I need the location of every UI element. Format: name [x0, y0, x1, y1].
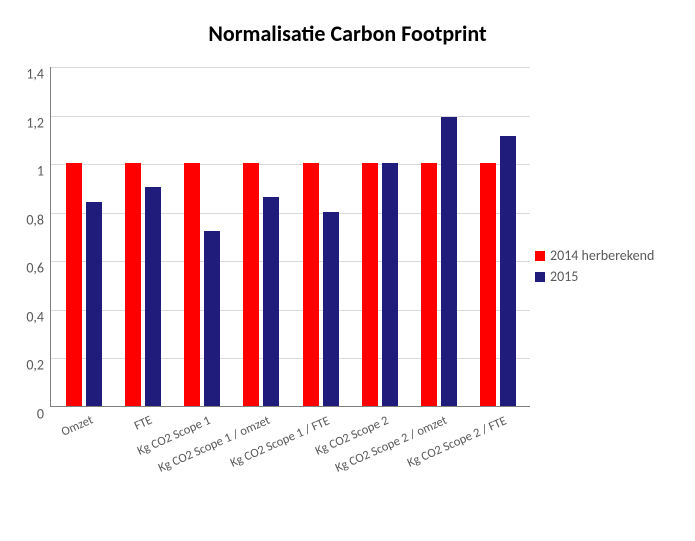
y-tick-label: 1: [37, 163, 44, 180]
y-tick-label: 0: [37, 406, 44, 423]
legend-item: 2015: [535, 268, 685, 285]
bar: [323, 212, 339, 406]
x-tick-label: FTE: [132, 413, 155, 434]
x-tick-label: Kg CO2 Scope 1 / FTE: [228, 413, 332, 470]
legend: 2014 herberekend 2015: [535, 247, 685, 289]
bar: [263, 197, 279, 406]
bar: [204, 231, 220, 406]
bar: [303, 163, 319, 406]
plot-area: [50, 67, 530, 407]
y-tick-label: 0,4: [26, 308, 44, 325]
bar: [441, 117, 457, 406]
bar: [125, 163, 141, 406]
legend-label: 2014 herberekend: [550, 247, 654, 264]
bar: [184, 163, 200, 406]
bar: [382, 163, 398, 406]
chart-container: Normalisatie Carbon Footprint 0 0,2 0,4 0,6…: [0, 0, 695, 541]
y-tick-label: 1,4: [26, 66, 44, 83]
legend-swatch: [535, 251, 545, 261]
legend-swatch: [535, 272, 545, 282]
y-axis: 00,20,40,60,811,21,4: [10, 67, 50, 407]
y-tick-label: 0,8: [26, 211, 44, 228]
y-tick-label: 0,2: [26, 357, 44, 374]
bar: [480, 163, 496, 406]
chart-title: Normalisatie Carbon Footprint: [10, 20, 685, 47]
bars-layer: [51, 67, 530, 406]
bar: [66, 163, 82, 406]
legend-item: 2014 herberekend: [535, 247, 685, 264]
bar: [86, 202, 102, 406]
y-tick-label: 1,2: [26, 114, 44, 131]
bar: [362, 163, 378, 406]
bar: [243, 163, 259, 406]
legend-label: 2015: [550, 268, 578, 285]
x-tick-label: Omzet: [59, 413, 95, 440]
y-tick-label: 0,6: [26, 260, 44, 277]
bar: [421, 163, 437, 406]
chart-body: 0 0,2 0,4 0,6 0,8 1 1,2 1,4 Omzet FTE Kg CO2 Scop…: [10, 67, 685, 487]
bar: [500, 136, 516, 406]
x-axis-labels: OmzetFTEKg CO2 Scope 1Kg CO2 Scope 1 / o…: [50, 413, 530, 493]
bar: [145, 187, 161, 406]
